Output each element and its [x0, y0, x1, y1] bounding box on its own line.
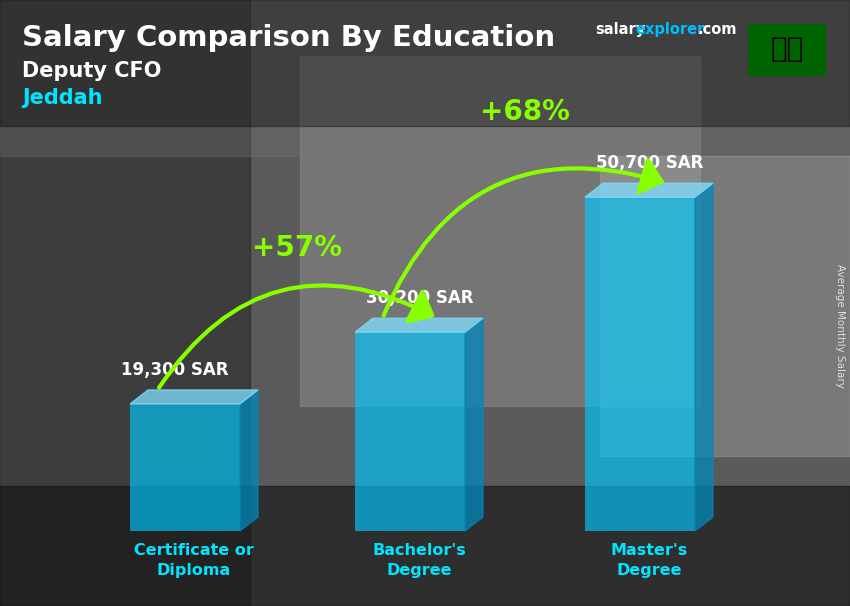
Text: Bachelor's
Degree: Bachelor's Degree — [372, 543, 466, 578]
Text: salary: salary — [595, 22, 645, 37]
Bar — [130, 404, 240, 531]
Text: +57%: +57% — [252, 233, 343, 262]
Polygon shape — [585, 183, 713, 197]
FancyArrowPatch shape — [159, 285, 432, 388]
Polygon shape — [240, 390, 258, 531]
Text: Deputy CFO: Deputy CFO — [22, 61, 162, 81]
Text: +68%: +68% — [480, 98, 570, 125]
Text: .com: .com — [698, 22, 738, 37]
FancyArrowPatch shape — [383, 160, 662, 316]
Polygon shape — [695, 183, 713, 531]
Bar — [600, 156, 850, 456]
Text: 30,200 SAR: 30,200 SAR — [366, 289, 473, 307]
FancyBboxPatch shape — [748, 24, 826, 76]
Bar — [0, 0, 850, 126]
Bar — [300, 56, 700, 406]
Bar — [0, 0, 850, 156]
Bar — [585, 197, 695, 531]
Text: 19,300 SAR: 19,300 SAR — [122, 361, 229, 379]
Polygon shape — [465, 318, 483, 531]
Bar — [355, 332, 465, 531]
Text: 50,700 SAR: 50,700 SAR — [597, 154, 704, 172]
Polygon shape — [130, 390, 258, 404]
Bar — [0, 0, 250, 606]
Polygon shape — [355, 318, 483, 332]
Text: Jeddah: Jeddah — [22, 88, 103, 108]
Text: 🇸🇦: 🇸🇦 — [770, 35, 803, 63]
Bar — [0, 486, 850, 606]
Text: Master's
Degree: Master's Degree — [610, 543, 688, 578]
Text: Certificate or
Diploma: Certificate or Diploma — [134, 543, 254, 578]
Text: Salary Comparison By Education: Salary Comparison By Education — [22, 24, 555, 52]
Text: Average Monthly Salary: Average Monthly Salary — [835, 264, 845, 388]
Text: explorer: explorer — [635, 22, 705, 37]
